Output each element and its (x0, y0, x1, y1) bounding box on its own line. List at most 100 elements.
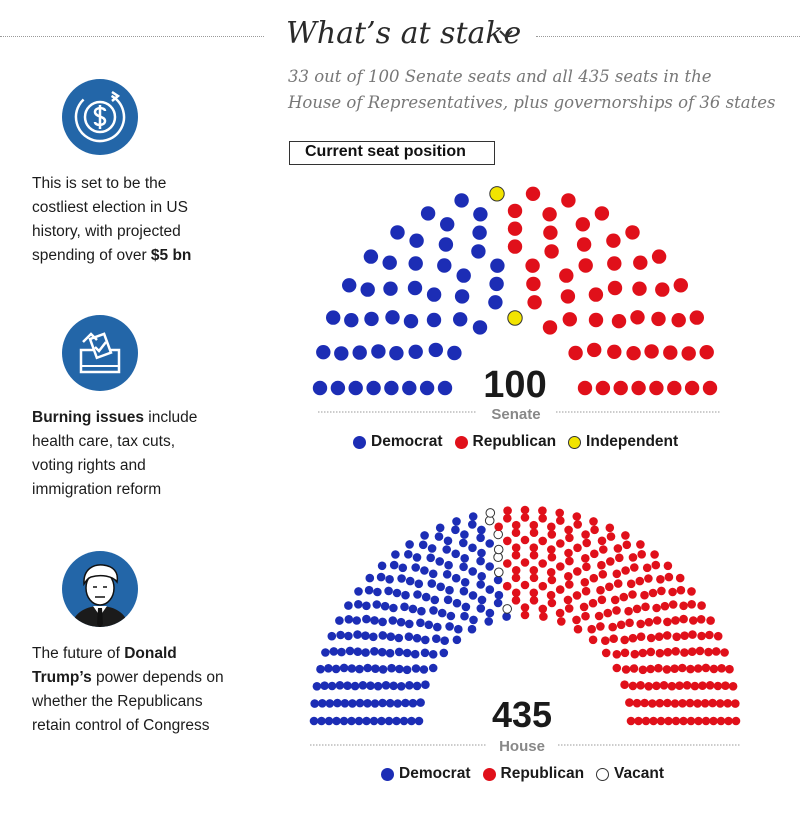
house-seat-republican (547, 545, 556, 554)
panel-line: spending of over $5 bn (32, 247, 192, 264)
panel-issues: Burning issues include health care, tax … (0, 314, 280, 514)
house-seat-democrat (459, 586, 469, 596)
house-seat-republican (721, 681, 730, 690)
house-seat-democrat (433, 622, 442, 632)
house-seat-democrat (408, 698, 418, 708)
house-seat-democrat (344, 631, 353, 641)
senate-seat-republican (651, 311, 666, 327)
house-seat-republican (511, 566, 521, 575)
house-seat-democrat (404, 632, 414, 641)
house-seat-democrat (404, 550, 413, 559)
house-seat-republican (606, 532, 616, 541)
house-seat-democrat (318, 699, 327, 708)
house-seat-democrat (476, 556, 485, 566)
house-seat-republican (652, 681, 661, 691)
house-seat-republican (573, 520, 582, 529)
house-seat-republican (715, 699, 725, 708)
house-seat-democrat (443, 536, 453, 546)
house-seat-republican (520, 513, 530, 522)
senate-seat-republican (681, 346, 696, 361)
legend-item-republican: Republican (454, 433, 556, 451)
house-seat-republican (547, 530, 557, 539)
house-seat-democrat (468, 512, 478, 521)
house-seat-democrat (336, 630, 345, 640)
house-seat-democrat (416, 698, 425, 707)
senate-seat-republican (702, 380, 718, 396)
house-seat-democrat (392, 588, 402, 598)
house-seat-republican (599, 545, 608, 554)
house-seat-democrat (428, 663, 438, 673)
house-seat-democrat (469, 615, 478, 625)
house-seat-democrat (397, 574, 406, 583)
house-seat-republican (624, 606, 633, 616)
house-seat-republican (663, 698, 672, 708)
house-seat-democrat (476, 604, 486, 613)
house-seat-democrat (345, 646, 355, 656)
house-seat-democrat (435, 557, 445, 566)
house-seat-democrat (332, 716, 341, 726)
house-seat-republican (612, 650, 622, 659)
house-seat-democrat (421, 680, 430, 689)
house-seat-republican (597, 595, 607, 605)
house-seat-republican (621, 665, 631, 674)
house-seat-republican (680, 648, 689, 657)
house-seat-democrat (370, 616, 379, 625)
senate-label: Senate (491, 406, 540, 423)
house-seat-republican (555, 585, 565, 594)
house-seat-democrat (355, 698, 365, 708)
house-seat-democrat (397, 682, 406, 691)
senate-seat-democrat (330, 380, 346, 396)
house-seat-republican (679, 601, 688, 611)
house-seat-democrat (331, 664, 341, 674)
senate-seat-republican (607, 280, 623, 296)
house-seat-republican (626, 716, 636, 726)
house-seat-democrat (343, 681, 352, 690)
house-seat-democrat (385, 648, 395, 658)
house-seat-democrat (339, 663, 349, 673)
house-seat-democrat (476, 580, 486, 589)
house-seat-republican (664, 716, 673, 726)
house-seat-republican (716, 716, 726, 726)
house-seat-republican (538, 581, 548, 591)
house-seat-republican (678, 699, 687, 708)
house-seat-democrat (429, 606, 438, 615)
house-seat-democrat (400, 602, 409, 612)
legend-swatch (596, 767, 610, 781)
house-seat-republican (700, 699, 710, 708)
house-seat-democrat (362, 614, 371, 624)
house-seat-republican (711, 647, 721, 656)
senate-seat-democrat (426, 312, 442, 328)
house-seat-republican (529, 573, 539, 583)
house-seat-democrat (386, 632, 396, 641)
house-seat-democrat (468, 543, 477, 553)
house-seat-republican (529, 520, 539, 530)
subtitle-line: 33 out of 100 Senate seats and all 435 s… (288, 67, 712, 86)
house-seat-democrat (427, 579, 437, 588)
house-seat-democrat (435, 523, 445, 533)
chevron-down-icon[interactable] (497, 27, 515, 41)
senate-seat-republican (525, 258, 540, 273)
house-seat-democrat (372, 600, 382, 609)
house-seat-democrat (344, 601, 353, 610)
house-seat-democrat (485, 562, 495, 571)
legend-label: Democrat (399, 765, 471, 782)
house-seat-republican (625, 618, 634, 628)
senate-seat-republican (568, 345, 583, 361)
senate-seat-republican (671, 313, 686, 328)
house-seat-republican (632, 604, 642, 614)
subtitle: 33 out of 100 Senate seats and all 435 s… (288, 64, 788, 116)
house-seat-democrat (378, 698, 387, 708)
senate-seat-republican (562, 312, 577, 327)
page-title: What’s at stake (286, 16, 522, 51)
senate-seat-democrat (408, 256, 423, 271)
house-seat-democrat (333, 698, 342, 708)
house-seat-republican (679, 614, 688, 624)
house-seat-democrat (405, 540, 414, 549)
senate-seat-republican (632, 281, 647, 296)
house-seat-democrat (394, 633, 404, 643)
house-seat-democrat (350, 681, 360, 691)
house-legend: Democrat Republican Vacant (381, 765, 676, 783)
senate-seat-republican (559, 268, 574, 283)
house-seat-republican (662, 665, 672, 674)
